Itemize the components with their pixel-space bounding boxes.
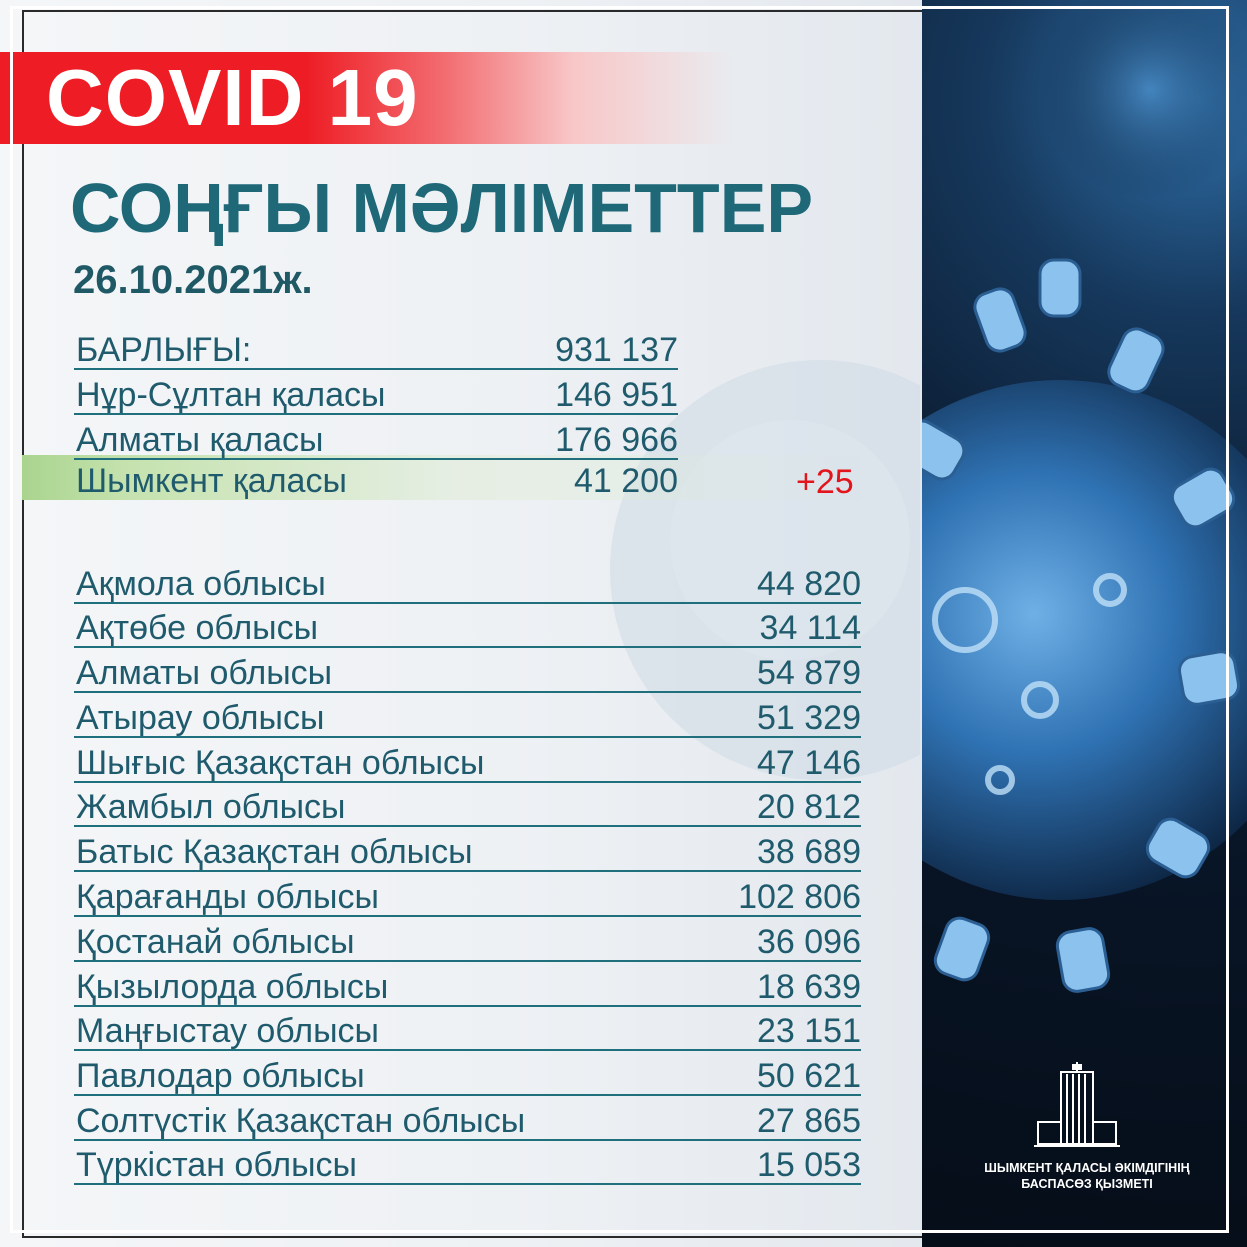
virus-image bbox=[920, 0, 1247, 1247]
region-row: Шығыс Қазақстан облысы 47 146 bbox=[74, 737, 861, 783]
row-value: 20 812 bbox=[757, 788, 861, 826]
row-label: Шығыс Қазақстан облысы bbox=[76, 744, 485, 782]
row-label: Алматы облысы bbox=[76, 654, 333, 692]
summary-row-shymkent: Шымкент қаласы 41 200 bbox=[74, 455, 678, 500]
region-row: Атырау облысы 51 329 bbox=[74, 692, 861, 738]
content-card bbox=[0, 0, 922, 1247]
report-date: 26.10.2021ж. bbox=[73, 258, 313, 302]
row-value: 15 053 bbox=[757, 1146, 861, 1184]
row-label: Маңғыстау облысы bbox=[76, 1012, 379, 1050]
region-row: Қарағанды облысы 102 806 bbox=[74, 871, 861, 917]
shymkent-highlight bbox=[22, 455, 882, 500]
government-building-icon bbox=[1034, 1062, 1120, 1147]
row-label: Қарағанды облысы bbox=[76, 878, 379, 916]
region-row: Қостанай облысы 36 096 bbox=[74, 916, 861, 962]
region-row: Маңғыстау облысы 23 151 bbox=[74, 1005, 861, 1051]
row-value: 50 621 bbox=[757, 1057, 861, 1095]
row-label: Нұр-Сұлтан қаласы bbox=[76, 376, 386, 414]
row-label: Қызылорда облысы bbox=[76, 968, 389, 1006]
row-value: 51 329 bbox=[757, 699, 861, 737]
row-value: 102 806 bbox=[738, 878, 861, 916]
row-value: 27 865 bbox=[757, 1102, 861, 1140]
summary-row-total: БАРЛЫҒЫ: 931 137 bbox=[74, 324, 678, 370]
region-row: Түркістан облысы 15 053 bbox=[74, 1139, 861, 1185]
row-value: 23 151 bbox=[757, 1012, 861, 1050]
row-label: БАРЛЫҒЫ: bbox=[76, 331, 252, 369]
region-row: Солтүстік Қазақстан облысы 27 865 bbox=[74, 1095, 861, 1141]
row-value: 931 137 bbox=[555, 331, 678, 369]
region-row: Ақмола облысы 44 820 bbox=[74, 558, 861, 604]
region-row: Батыс Қазақстан облысы 38 689 bbox=[74, 826, 861, 872]
covid-banner bbox=[0, 52, 922, 144]
row-value: 34 114 bbox=[759, 609, 861, 647]
caption-line: ШЫМКЕНТ ҚАЛАСЫ ӘКІМДІГІНІҢ bbox=[984, 1161, 1190, 1175]
row-label: Ақмола облысы bbox=[76, 565, 326, 603]
shymkent-delta: +25 bbox=[796, 463, 854, 501]
page-title: СОҢҒЫ МӘЛІМЕТТЕР bbox=[70, 169, 814, 247]
row-label: Қостанай облысы bbox=[76, 923, 355, 961]
row-label: Шымкент қаласы bbox=[76, 462, 347, 500]
banner-title: COVID 19 bbox=[46, 53, 419, 142]
row-label: Алматы қаласы bbox=[76, 421, 324, 459]
summary-row-nur-sultan: Нұр-Сұлтан қаласы 146 951 bbox=[74, 369, 678, 415]
row-value: 54 879 bbox=[757, 654, 861, 692]
row-label: Атырау облысы bbox=[76, 699, 325, 737]
region-row: Ақтөбе облысы 34 114 bbox=[74, 602, 861, 648]
row-value: 176 966 bbox=[555, 421, 678, 459]
row-label: Батыс Қазақстан облысы bbox=[76, 833, 473, 871]
row-value: 41 200 bbox=[574, 462, 678, 500]
row-label: Түркістан облысы bbox=[76, 1146, 357, 1184]
region-row: Қызылорда облысы 18 639 bbox=[74, 961, 861, 1007]
row-label: Павлодар облысы bbox=[76, 1057, 365, 1095]
summary-row-almaty-city: Алматы қаласы 176 966 bbox=[74, 414, 678, 460]
region-row: Павлодар облысы 50 621 bbox=[74, 1050, 861, 1096]
row-label: Ақтөбе облысы bbox=[76, 609, 319, 647]
row-value: 44 820 bbox=[757, 565, 861, 603]
card-border bbox=[22, 10, 922, 1238]
row-label: Солтүстік Қазақстан облысы bbox=[76, 1102, 526, 1140]
row-value: 18 639 bbox=[757, 968, 861, 1006]
row-value: 36 096 bbox=[757, 923, 861, 961]
row-value: 146 951 bbox=[555, 376, 678, 414]
row-value: 47 146 bbox=[757, 744, 861, 782]
caption-line: БАСПАСӨЗ ҚЫЗМЕТІ bbox=[1021, 1177, 1153, 1191]
region-row: Алматы облысы 54 879 bbox=[74, 647, 861, 693]
press-service-caption: ШЫМКЕНТ ҚАЛАСЫ ӘКІМДІГІНІҢ БАСПАСӨЗ ҚЫЗМ… bbox=[945, 1160, 1229, 1192]
region-row: Жамбыл облысы 20 812 bbox=[74, 781, 861, 827]
row-label: Жамбыл облысы bbox=[76, 788, 346, 826]
row-value: 38 689 bbox=[757, 833, 861, 871]
